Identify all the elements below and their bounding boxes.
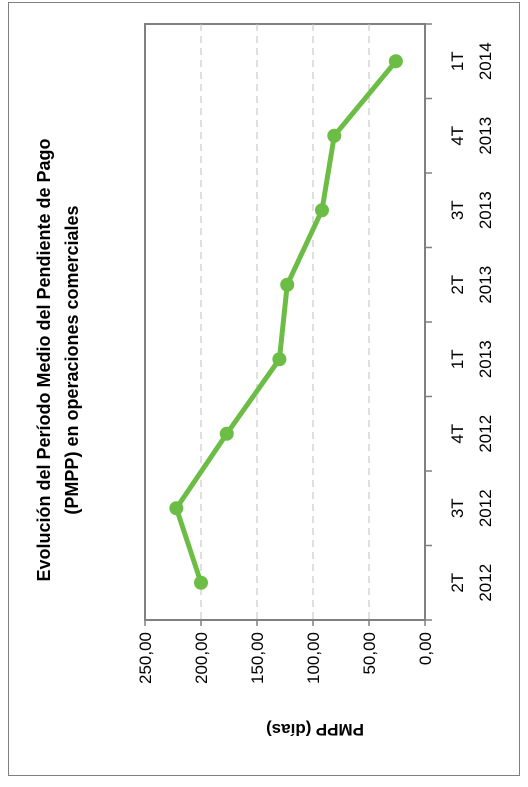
category-tick-label: 2T	[448, 275, 467, 295]
category-tick-label: 1T	[448, 51, 467, 71]
data-point	[280, 277, 295, 292]
chart-title: Evolución del Período Medio del Pendient…	[34, 138, 54, 581]
category-tick-label: 2013	[476, 117, 495, 155]
category-tick-label: 2014	[476, 42, 495, 80]
data-point	[272, 352, 287, 367]
value-tick-label: 0,00	[416, 632, 435, 665]
data-point	[169, 501, 184, 516]
category-tick-label: 2013	[476, 340, 495, 378]
category-tick-label: 4T	[448, 424, 467, 444]
chart-frame	[8, 2, 520, 776]
chart-title: (PMPP) en operaciones comerciales	[62, 205, 82, 514]
category-tick-label: 1T	[448, 349, 467, 369]
series-line	[173, 59, 398, 584]
value-tick-label: 50,00	[360, 632, 379, 675]
value-tick-label: 100,00	[304, 632, 323, 684]
data-point	[327, 128, 342, 143]
category-tick-label: 2012	[476, 564, 495, 602]
category-tick-label: 3T	[448, 498, 467, 518]
value-tick-label: 200,00	[192, 632, 211, 684]
data-point	[194, 575, 208, 590]
y-axis-label: PMPP (días)	[266, 720, 364, 739]
category-tick-label: 4T	[448, 126, 467, 146]
data-point	[388, 54, 403, 69]
value-tick-label: 150,00	[248, 632, 267, 684]
category-tick-label: 2013	[476, 191, 495, 229]
value-tick-label: 250,00	[136, 632, 155, 684]
data-point	[314, 203, 329, 218]
category-tick-label: 2012	[476, 415, 495, 453]
data-point	[219, 426, 234, 441]
category-tick-label: 3T	[448, 200, 467, 220]
category-tick-label: 2012	[476, 489, 495, 527]
category-tick-label: 2T	[448, 573, 467, 593]
category-tick-label: 2013	[476, 266, 495, 304]
